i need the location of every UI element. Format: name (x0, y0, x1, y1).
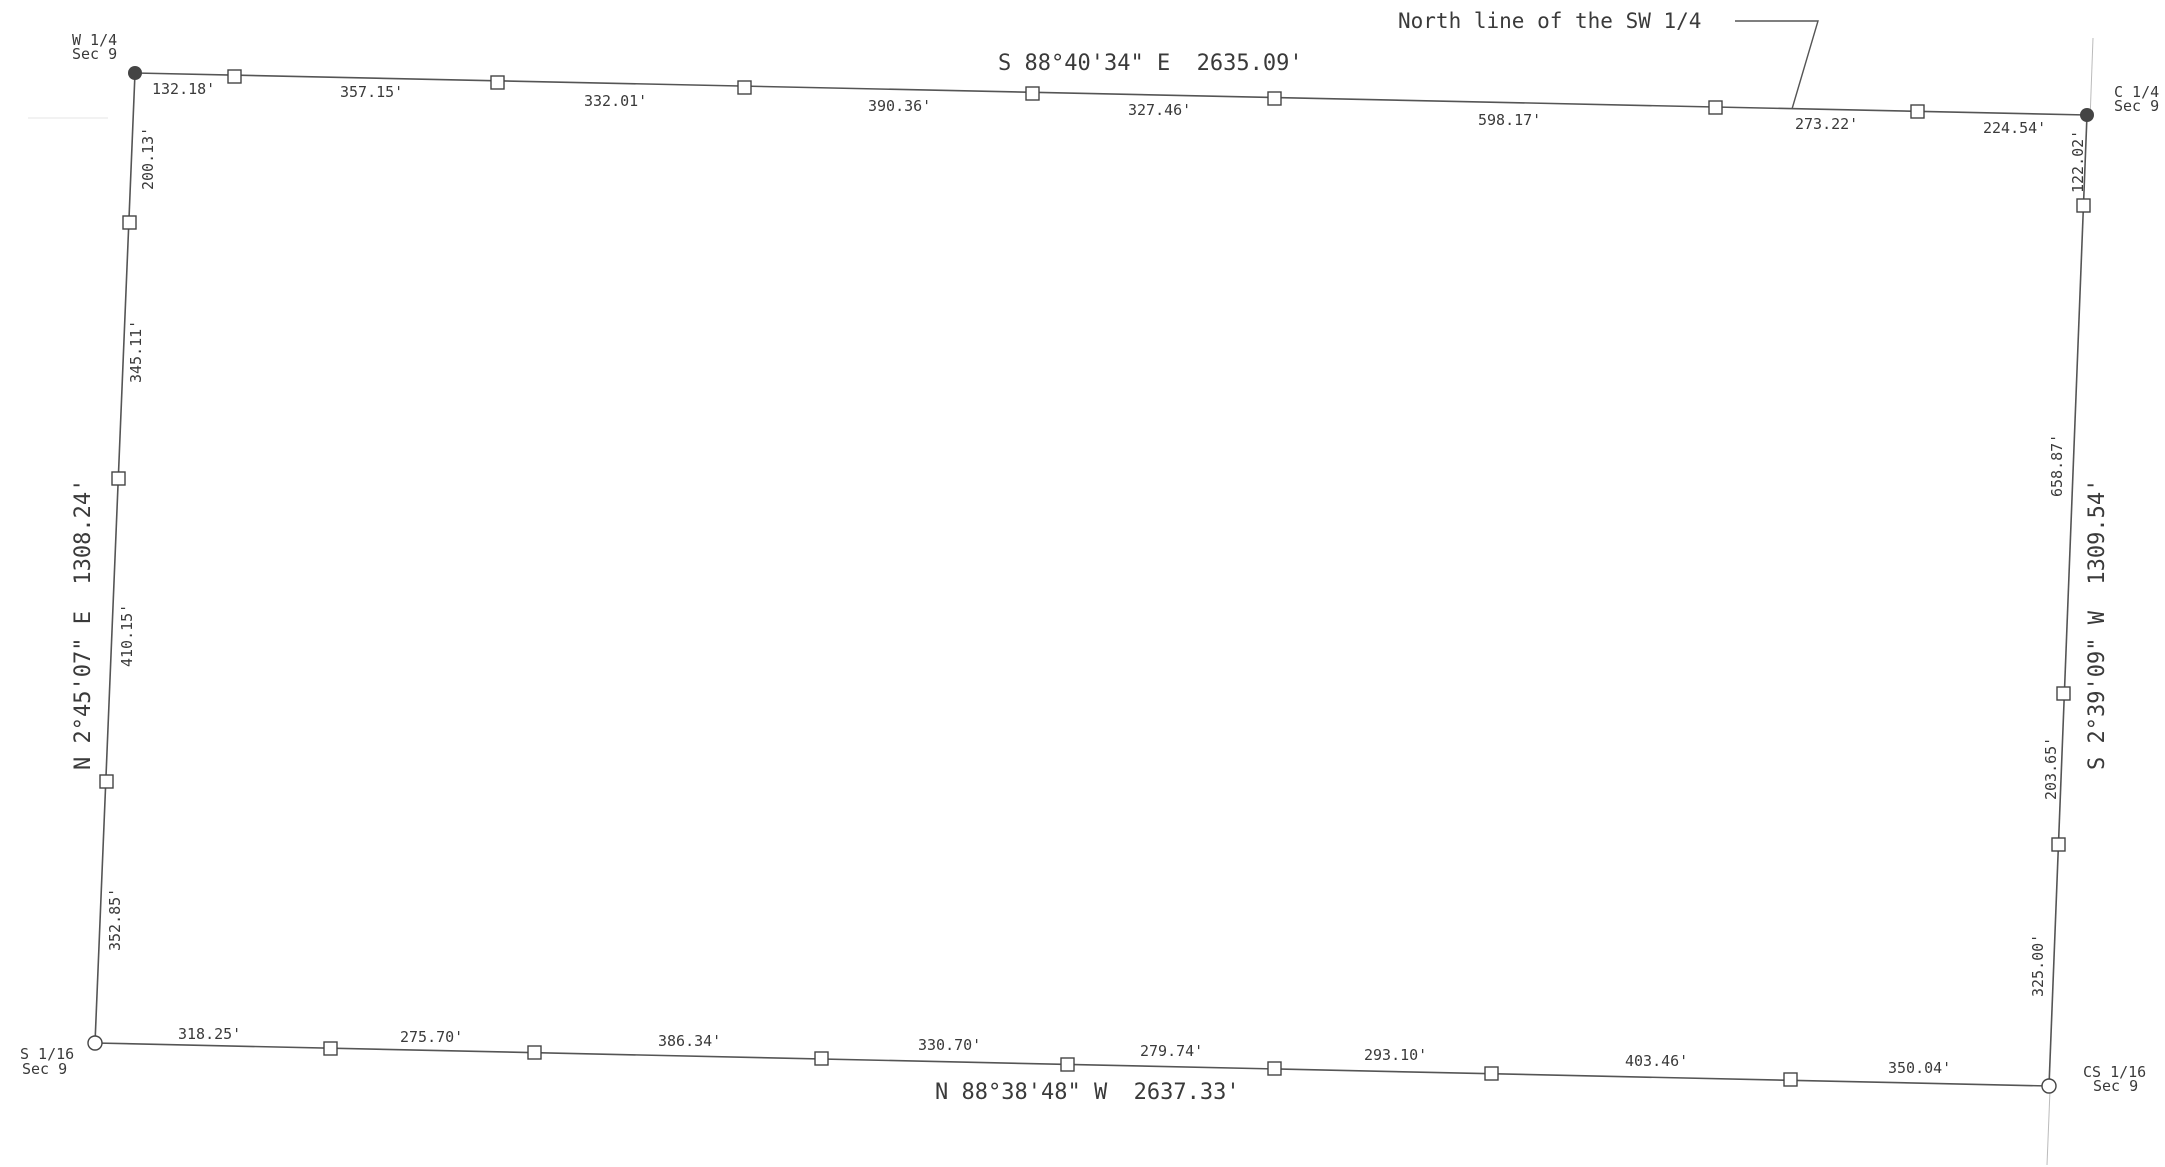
south-segment-label: 275.70' (400, 1028, 463, 1046)
boundary-marker (737, 80, 752, 95)
boundary-marker (111, 471, 126, 486)
boundary-marker (1267, 1061, 1282, 1076)
south-segment-label: 403.46' (1625, 1052, 1688, 1070)
boundary-marker (1910, 104, 1925, 119)
west-segment-label: 345.11' (127, 320, 145, 383)
east-segment-label: 658.87' (2048, 434, 2066, 497)
south-segment-label: 386.34' (658, 1032, 721, 1050)
west-segment-label: 410.15' (118, 604, 136, 667)
boundary-marker (122, 215, 137, 230)
east-segment-label: 203.65' (2042, 737, 2060, 800)
boundary-marker (1783, 1072, 1798, 1087)
south-segment-label: 318.25' (178, 1025, 241, 1043)
corner-label-sw-sec: Sec 9 (22, 1060, 67, 1078)
boundary-marker (2051, 837, 2066, 852)
north-segment-label: 390.36' (868, 97, 931, 115)
west-bearing: N 2°45'07" E 1308.24' (71, 479, 96, 770)
corner-label-nw: W 1/4 (72, 31, 117, 49)
west-boundary-line (94, 72, 136, 1044)
found-monument-ne (2080, 108, 2094, 122)
east-bearing: S 2°39'09" W 1309.54' (2085, 479, 2110, 770)
set-monument-sw (87, 1035, 103, 1051)
corner-label-se-sec: Sec 9 (2093, 1077, 2138, 1095)
corner-label-se: CS 1/16 (2083, 1063, 2146, 1081)
north-segment-label: 332.01' (584, 92, 647, 110)
north-segment-label: 598.17' (1478, 111, 1541, 129)
east-segment-label: 122.02' (2069, 130, 2087, 193)
boundary-marker (227, 69, 242, 84)
corner-label-ne-sec: Sec 9 (2114, 97, 2159, 115)
boundary-marker (814, 1051, 829, 1066)
north-segment-label: 357.15' (340, 83, 403, 101)
west-segment-label: 200.13' (139, 127, 157, 190)
boundary-marker (2076, 198, 2091, 213)
found-monument-nw (128, 66, 142, 80)
boundary-marker (1060, 1057, 1075, 1072)
north-bearing: S 88°40'34" E 2635.09' (998, 51, 1303, 76)
south-bearing: N 88°38'48" W 2637.33' (935, 1080, 1240, 1105)
corner-label-sw: S 1/16 (20, 1045, 74, 1063)
boundary-marker (1708, 100, 1723, 115)
guide-tick-top (2089, 37, 2094, 121)
south-segment-label: 350.04' (1888, 1059, 1951, 1077)
guide-tick-bottom (2046, 1089, 2051, 1166)
set-monument-se (2041, 1078, 2057, 1094)
north-segment-label: 327.46' (1128, 101, 1191, 119)
east-boundary-line (2048, 114, 2088, 1087)
boundary-marker (99, 774, 114, 789)
north-line-note: North line of the SW 1/4 (1398, 9, 1701, 33)
corner-label-nw-sec: Sec 9 (72, 45, 117, 63)
east-segment-label: 325.00' (2029, 934, 2047, 997)
north-segment-label: 132.18' (152, 80, 215, 98)
north-boundary-line (134, 72, 2088, 116)
boundary-marker (527, 1045, 542, 1060)
boundary-marker (1484, 1066, 1499, 1081)
west-segment-label: 352.85' (106, 888, 124, 951)
boundary-marker (323, 1041, 338, 1056)
boundary-marker (2056, 686, 2071, 701)
boundary-marker (1267, 91, 1282, 106)
corner-label-ne: C 1/4 (2114, 83, 2159, 101)
boundary-marker (1025, 86, 1040, 101)
boundary-marker (490, 75, 505, 90)
north-segment-label: 273.22' (1795, 115, 1858, 133)
north-segment-label: 224.54' (1983, 119, 2046, 137)
south-segment-label: 279.74' (1140, 1042, 1203, 1060)
note-leader-line (1735, 20, 1819, 110)
south-segment-label: 330.70' (918, 1036, 981, 1054)
south-segment-label: 293.10' (1364, 1046, 1427, 1064)
